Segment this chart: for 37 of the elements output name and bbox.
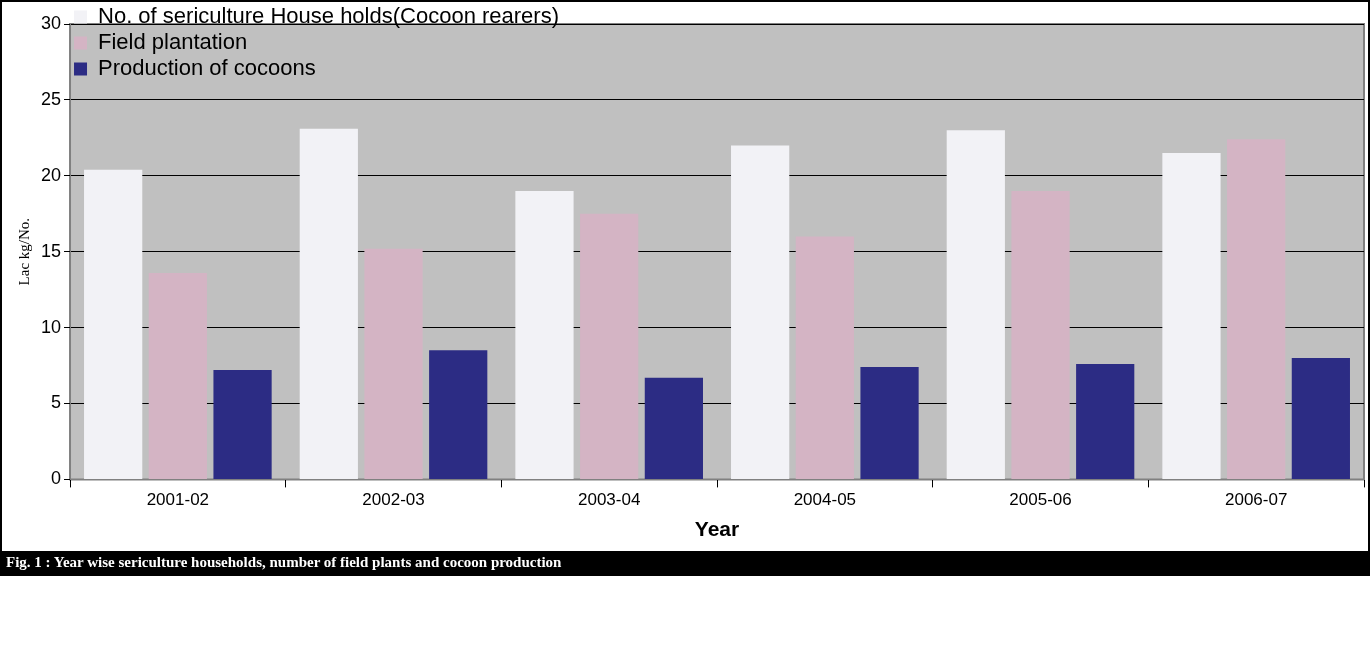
bar bbox=[299, 128, 358, 479]
bar bbox=[644, 377, 703, 479]
x-tick-label: 2005-06 bbox=[1009, 490, 1072, 510]
bar bbox=[860, 367, 919, 479]
bar bbox=[1227, 139, 1286, 479]
y-tick-label: 25 bbox=[40, 88, 62, 109]
y-tick-label: 0 bbox=[51, 468, 62, 489]
bar bbox=[1162, 153, 1221, 479]
bar bbox=[795, 236, 854, 479]
bar bbox=[213, 370, 272, 479]
legend-label: Production of cocoons bbox=[98, 55, 316, 81]
x-tick-label: 2006-07 bbox=[1224, 490, 1288, 510]
x-axis-title: Year bbox=[694, 517, 740, 541]
y-axis-title: Lac kg/No. bbox=[15, 217, 32, 286]
x-tick-label: 2003-04 bbox=[577, 490, 641, 510]
bar bbox=[84, 169, 143, 479]
bar bbox=[1011, 190, 1070, 479]
bar bbox=[429, 350, 488, 479]
legend-label: No. of sericulture House holds(Cocoon rearers) bbox=[98, 3, 560, 29]
bar bbox=[731, 145, 790, 479]
x-tick-label: 2002-03 bbox=[362, 490, 425, 510]
bar bbox=[580, 213, 639, 479]
bar bbox=[364, 248, 423, 479]
bar bbox=[946, 130, 1005, 479]
y-tick-label: 30 bbox=[40, 12, 62, 33]
bar bbox=[1076, 364, 1135, 479]
y-tick-label: 20 bbox=[40, 164, 62, 185]
bar bbox=[515, 190, 574, 479]
y-tick-label: 10 bbox=[40, 316, 62, 337]
bar bbox=[148, 272, 207, 479]
text: Fig. 1 : Year wise sericulture households, number of field plants and cocoon production bbox=[2, 551, 1368, 574]
x-tick-label: 2004-05 bbox=[793, 490, 857, 510]
bar bbox=[1291, 357, 1350, 479]
x-tick-label: 2001-02 bbox=[146, 490, 210, 510]
y-tick-label: 15 bbox=[40, 240, 62, 261]
y-tick-label: 5 bbox=[51, 392, 62, 413]
legend-label: Field plantation bbox=[98, 29, 248, 55]
